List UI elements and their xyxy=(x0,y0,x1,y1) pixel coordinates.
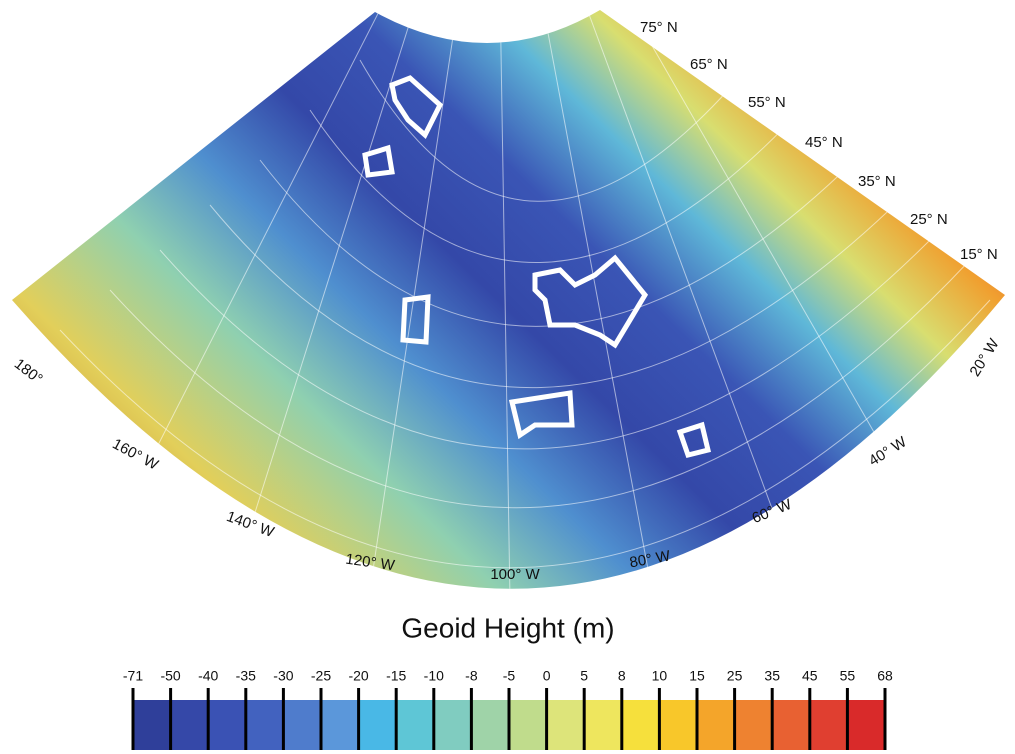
map xyxy=(12,0,1005,600)
latitude-label: 15° N xyxy=(960,246,998,263)
colorbar-tick-label: 15 xyxy=(689,668,705,684)
colorbar-tick-label: 68 xyxy=(877,668,893,684)
colorbar-tick-label: -30 xyxy=(273,668,293,684)
colorbar-tick-label: -10 xyxy=(424,668,444,684)
colorbar-tick-label: -71 xyxy=(123,668,143,684)
latitude-label: 35° N xyxy=(858,173,896,190)
colorbar-segment xyxy=(171,700,209,750)
colorbar-tick-label: -5 xyxy=(503,668,516,684)
colorbar-segment xyxy=(246,700,284,750)
colorbar-segment xyxy=(359,700,397,750)
colorbar-tick-label: 35 xyxy=(764,668,780,684)
colorbar-segment xyxy=(810,700,848,750)
colorbar-segment xyxy=(622,700,660,750)
colorbar-tick-label: 5 xyxy=(580,668,588,684)
colorbar-segment xyxy=(772,700,810,750)
colorbar-segment xyxy=(847,700,885,750)
colorbar-tick-label: 10 xyxy=(652,668,668,684)
colorbar-segment xyxy=(208,700,246,750)
colorbar-segment xyxy=(547,700,585,750)
colorbar-tick-label: -40 xyxy=(198,668,218,684)
colorbar-segment xyxy=(396,700,434,750)
colorbar-tick-label: -35 xyxy=(236,668,256,684)
colorbar-title: Geoid Height (m) xyxy=(401,612,614,643)
colorbar-tick-label: -50 xyxy=(160,668,180,684)
colorbar-tick-label: -15 xyxy=(386,668,406,684)
colorbar-segment xyxy=(283,700,321,750)
latitude-label: 65° N xyxy=(690,56,728,73)
colorbar-tick-label: -25 xyxy=(311,668,331,684)
latitude-label: 25° N xyxy=(910,211,948,228)
colorbar-tick-label: 8 xyxy=(618,668,626,684)
longitude-label: 160° W xyxy=(109,435,161,474)
colorbar-segment xyxy=(509,700,547,750)
longitude-label: 180° xyxy=(11,355,46,388)
colorbar-tick-label: -8 xyxy=(465,668,478,684)
colorbar-tick-label: -20 xyxy=(348,668,368,684)
colorbar-segment xyxy=(471,700,509,750)
longitude-label: 40° W xyxy=(866,433,910,470)
colorbar-segment xyxy=(584,700,622,750)
colorbar-segment xyxy=(697,700,735,750)
colorbar-tick-label: 25 xyxy=(727,668,743,684)
longitude-label: 100° W xyxy=(490,566,540,583)
map-figure: Geoid Height (m) 75° N 65° N 55° N 45° N 35°… xyxy=(0,0,1015,754)
colorbar-tick-label: 0 xyxy=(543,668,551,684)
colorbar-segment xyxy=(735,700,773,750)
latitude-label: 55° N xyxy=(748,94,786,111)
colorbar-tick-label: 55 xyxy=(840,668,856,684)
latitude-label: 45° N xyxy=(805,134,843,151)
latitude-label: 75° N xyxy=(640,19,678,36)
colorbar-tick-label: 45 xyxy=(802,668,818,684)
colorbar-segment xyxy=(321,700,359,750)
colorbar-segment xyxy=(659,700,697,750)
colorbar-segment xyxy=(434,700,472,750)
colorbar-segment xyxy=(133,700,171,750)
longitude-label: 20° W xyxy=(966,335,1003,379)
